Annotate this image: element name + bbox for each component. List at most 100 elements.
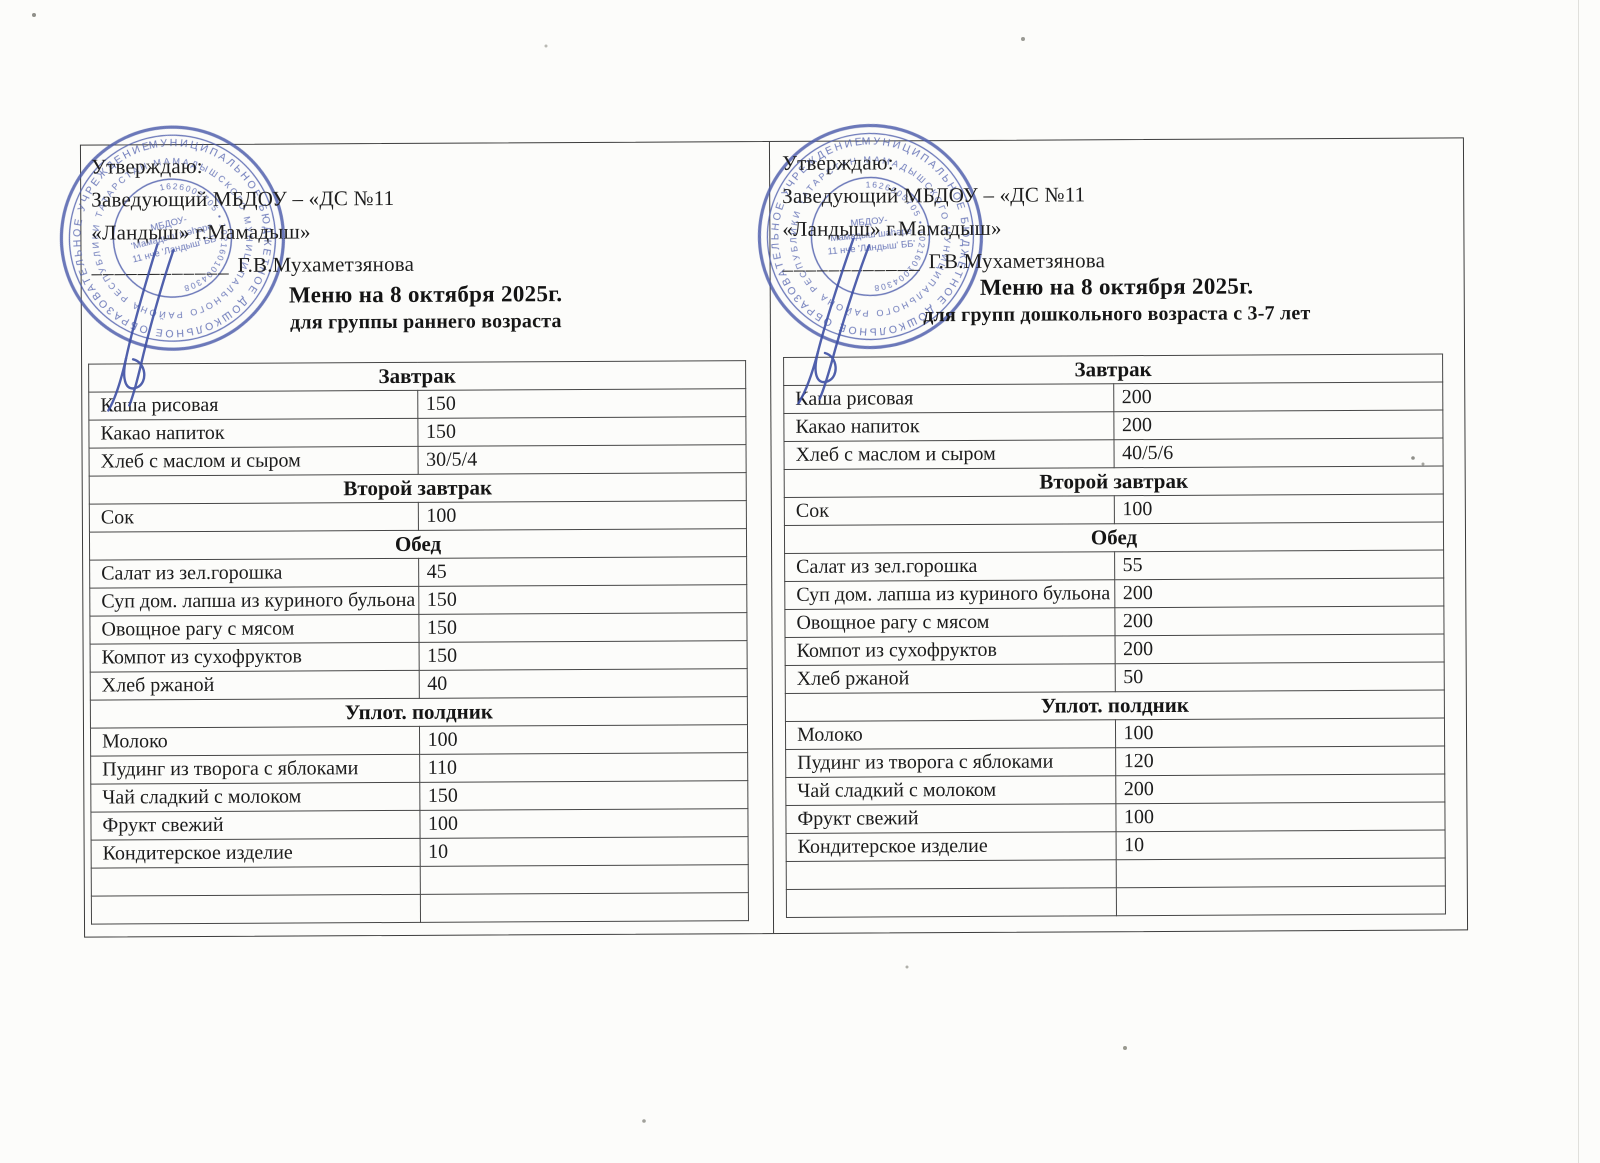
dish-qty: 40/5/6 [1113, 437, 1444, 468]
official-round-stamp: МУНИЦИПАЛЬНОЕ БЮДЖЕТНОЕ ДОШКОЛЬНОЕ ОБРАЗ… [22, 92, 319, 384]
menu-item-row: Суп дом. лапша из куриного бульона 150 [89, 584, 747, 617]
page-edge-shadow [1577, 0, 1579, 1163]
dish-name: Салат из зел.горошка [784, 551, 1115, 582]
dish-name: Кондитерское изделие [786, 831, 1116, 862]
menu-section-title: Уплот. полдник [785, 689, 1445, 722]
menu-item-row: Суп дом. лапша из куриного бульона 200 [784, 577, 1444, 610]
menu-item-row: Какао напиток 150 [88, 416, 747, 449]
menu-item-row: Хлеб с маслом и сыром 40/5/6 [783, 437, 1444, 470]
menu-section-title: Обед [89, 528, 747, 561]
signer-name: Г.В.Мухаметзянова [928, 248, 1106, 274]
svg-text:МБДОУ-: МБДОУ- [850, 215, 888, 229]
empty-cell [1115, 857, 1446, 888]
dish-qty: 200 [1114, 633, 1445, 664]
dish-qty: 150 [419, 780, 748, 811]
approval-line: Заведующий МБДОУ – «ДС №11 [91, 185, 395, 212]
menu-section-title: Обед [784, 521, 1444, 554]
menu-item-row: Пудинг из творога с яблоками 120 [785, 745, 1445, 778]
menu-table: Завтрак Каша рисовая 150 Какао напиток 150 Хл… [88, 360, 749, 925]
dish-name: Пудинг из творога с яблоками [90, 754, 420, 785]
empty-row [786, 857, 1446, 890]
menu-item-row: Овощное рагу с мясом 150 [89, 612, 748, 645]
empty-cell [1115, 885, 1446, 916]
dish-name: Компот из сухофруктов [785, 635, 1115, 666]
menu-item-row: Хлеб с маслом и сыром 30/5/4 [89, 444, 747, 477]
dish-qty: 150 [418, 640, 748, 671]
empty-row [91, 864, 749, 897]
dish-qty: 100 [1115, 801, 1446, 832]
empty-cell [786, 887, 1116, 918]
menu-item-row: Фрукт свежий 100 [785, 801, 1446, 834]
dish-qty: 150 [417, 416, 747, 447]
empty-cell [91, 866, 420, 897]
dish-name: Компот из сухофруктов [90, 642, 419, 673]
menu-item-row: Фрукт свежий 100 [90, 808, 749, 841]
empty-cell [91, 894, 421, 925]
approval-line: Заведующий МБДОУ – «ДС №11 [782, 182, 1086, 208]
dish-qty: 200 [1113, 381, 1443, 412]
dish-name: Сок [89, 502, 418, 533]
menu-item-row: Пудинг из творога с яблоками 110 [90, 752, 748, 785]
menu-panel-early-age: МУНИЦИПАЛЬНОЕ БЮДЖЕТНОЕ ДОШКОЛЬНОЕ ОБРАЗ… [22, 94, 773, 937]
dish-name: Хлеб с маслом и сыром [89, 446, 418, 477]
menu-section-row: Уплот. полдник [785, 689, 1445, 722]
dish-qty: 100 [418, 724, 748, 755]
menu-section-title: Второй завтрак [89, 472, 747, 505]
dish-name: Чай сладкий с молоком [785, 775, 1116, 806]
dish-name: Кондитерское изделие [91, 838, 420, 869]
dish-qty: 120 [1115, 745, 1445, 776]
dish-qty: 200 [1115, 773, 1445, 804]
empty-cell [419, 892, 749, 923]
dish-name: Хлеб с маслом и сыром [783, 439, 1114, 470]
dish-name: Фрукт свежий [90, 810, 420, 841]
menu-item-row: Молоко 100 [785, 717, 1445, 750]
empty-row [786, 885, 1446, 918]
dish-qty: 30/5/4 [417, 444, 747, 475]
dish-name: Молоко [785, 719, 1116, 750]
handwritten-signature [797, 237, 871, 405]
dish-qty: 45 [418, 556, 747, 587]
menu-item-row: Компот из сухофруктов 150 [90, 640, 748, 673]
menu-section-row: Обед [784, 521, 1444, 554]
dish-name: Чай сладкий с молоком [90, 782, 420, 813]
dish-qty: 10 [1115, 829, 1446, 860]
dish-name: Суп дом. лапша из куриного бульона [784, 579, 1115, 610]
menu-item-row: Сок 100 [89, 500, 747, 533]
menu-item-row: Кондитерское изделие 10 [786, 829, 1446, 862]
menu-item-row: Сок 100 [784, 493, 1444, 526]
dish-name: Сок [784, 495, 1114, 526]
dish-name: Хлеб ржаной [785, 663, 1115, 694]
menu-section-row: Второй завтрак [784, 465, 1444, 498]
signer-name: Г.В.Мухаметзянова [237, 251, 415, 277]
menu-section-row: Второй завтрак [89, 472, 747, 505]
menu-item-row: Компот из сухофруктов 200 [785, 633, 1445, 666]
dish-qty: 40 [418, 668, 748, 699]
dish-qty: 100 [419, 808, 749, 839]
dish-name: Салат из зел.горошка [89, 558, 419, 589]
dish-qty: 10 [419, 836, 749, 867]
dish-name: Овощное рагу с мясом [784, 607, 1115, 638]
dish-qty: 110 [419, 752, 748, 783]
dish-name: Молоко [90, 726, 420, 757]
menu-item-row: Салат из зел.горошка 55 [784, 549, 1444, 582]
dish-qty: 100 [1114, 717, 1445, 748]
menu-item-row: Чай сладкий с молоком 150 [90, 780, 748, 813]
menu-item-row: Кондитерское изделие 10 [91, 836, 749, 869]
menu-section-row: Уплот. полдник [90, 696, 748, 729]
scan-specks [0, 0, 2, 2]
dish-qty: 200 [1114, 605, 1445, 636]
menu-item-row: Хлеб ржаной 50 [785, 661, 1445, 694]
empty-cell [419, 864, 749, 895]
dish-qty: 150 [417, 388, 746, 419]
dish-name: Суп дом. лапша из куриного бульона [89, 586, 419, 617]
handwritten-signature [107, 243, 175, 412]
dish-qty: 100 [417, 500, 747, 531]
dish-qty: 55 [1114, 549, 1444, 580]
menu-section-row: Обед [89, 528, 747, 561]
dish-qty: 200 [1113, 409, 1443, 440]
menu-item-row: Салат из зел.горошка 45 [89, 556, 747, 589]
empty-cell [786, 859, 1116, 890]
dish-name: Овощное рагу с мясом [89, 614, 419, 645]
approval-line: Утверждаю: [90, 153, 203, 179]
menu-panel-preschool: МУНИЦИПАЛЬНОЕ БЮДЖЕТНОЕ ДОШКОЛЬНОЕ ОБРАЗ… [736, 101, 1467, 934]
